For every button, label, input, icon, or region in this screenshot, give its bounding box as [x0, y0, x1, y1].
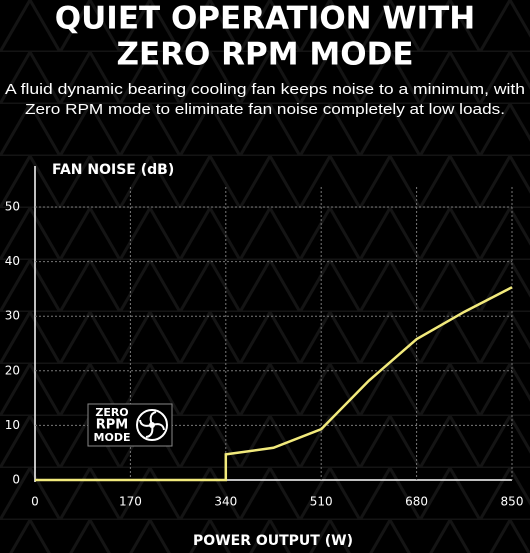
subtitle: A fluid dynamic bearing cooling fan keep…	[5, 81, 525, 98]
x-tick-label: 680	[405, 495, 428, 509]
badge-text: RPM	[96, 418, 128, 433]
x-tick-label: 510	[310, 495, 333, 509]
subtitle: Zero RPM mode to eliminate fan noise com…	[25, 101, 505, 118]
chart-title: ZERO RPM MODE	[116, 37, 413, 73]
data-line	[35, 286, 513, 482]
chart-title: QUIET OPERATION WITH	[55, 1, 475, 37]
fan-blades	[139, 411, 165, 438]
y-axis-label: FAN NOISE (dB)	[52, 162, 174, 178]
zero-rpm-badge: ZERO RPM MODE	[87, 403, 173, 447]
x-axis-label: POWER OUTPUT (W)	[193, 533, 353, 549]
x-tick-label: 170	[119, 495, 142, 509]
y-tick-label: 10	[5, 418, 20, 432]
y-tick-label: 50	[5, 200, 20, 214]
x-tick-label: 340	[214, 495, 237, 509]
badge-text: MODE	[94, 431, 131, 444]
y-tick-label: 20	[5, 363, 20, 377]
badge-text: ZERO	[95, 406, 128, 419]
y-tick-label: 0	[12, 473, 20, 487]
y-tick-label: 40	[5, 254, 20, 268]
y-tick-label: 30	[5, 309, 20, 323]
fan-icon	[136, 409, 168, 441]
x-tick-label: 850	[501, 495, 524, 509]
x-tick-label: 0	[31, 495, 39, 509]
